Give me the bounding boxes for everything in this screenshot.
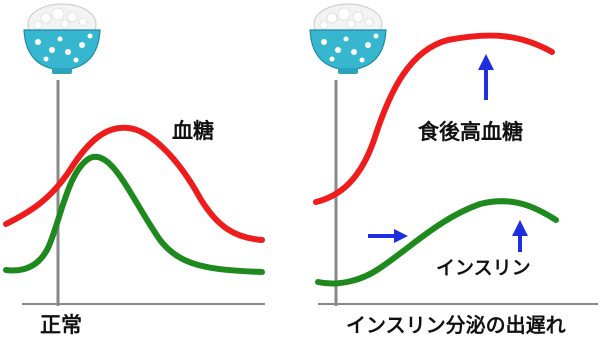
caption-delayed-insulin: インスリン分泌の出遅れ [346, 313, 566, 337]
postprandial-hyperglycemia-label: 食後高血糖 [418, 120, 523, 144]
blood-sugar-curve [3, 124, 265, 243]
caption-normal: 正常 [40, 313, 82, 337]
insulin-curve [3, 153, 265, 275]
panel-delayed: 食後高血糖 インスリン インスリン分泌の出遅れ [309, 3, 598, 337]
insulin-curve [315, 198, 559, 287]
panel-normal: 血糖 正常 [3, 3, 265, 337]
rice-bowl-icon [23, 3, 101, 75]
up-arrow-icon [478, 54, 494, 100]
rice-bowl-icon [309, 3, 387, 75]
blood-sugar-label: 血糖 [172, 119, 214, 143]
up-arrow-icon [512, 220, 528, 252]
blood-sugar-curve [313, 32, 555, 205]
insulin-label: インスリン [436, 257, 531, 279]
right-arrow-icon [368, 229, 408, 243]
